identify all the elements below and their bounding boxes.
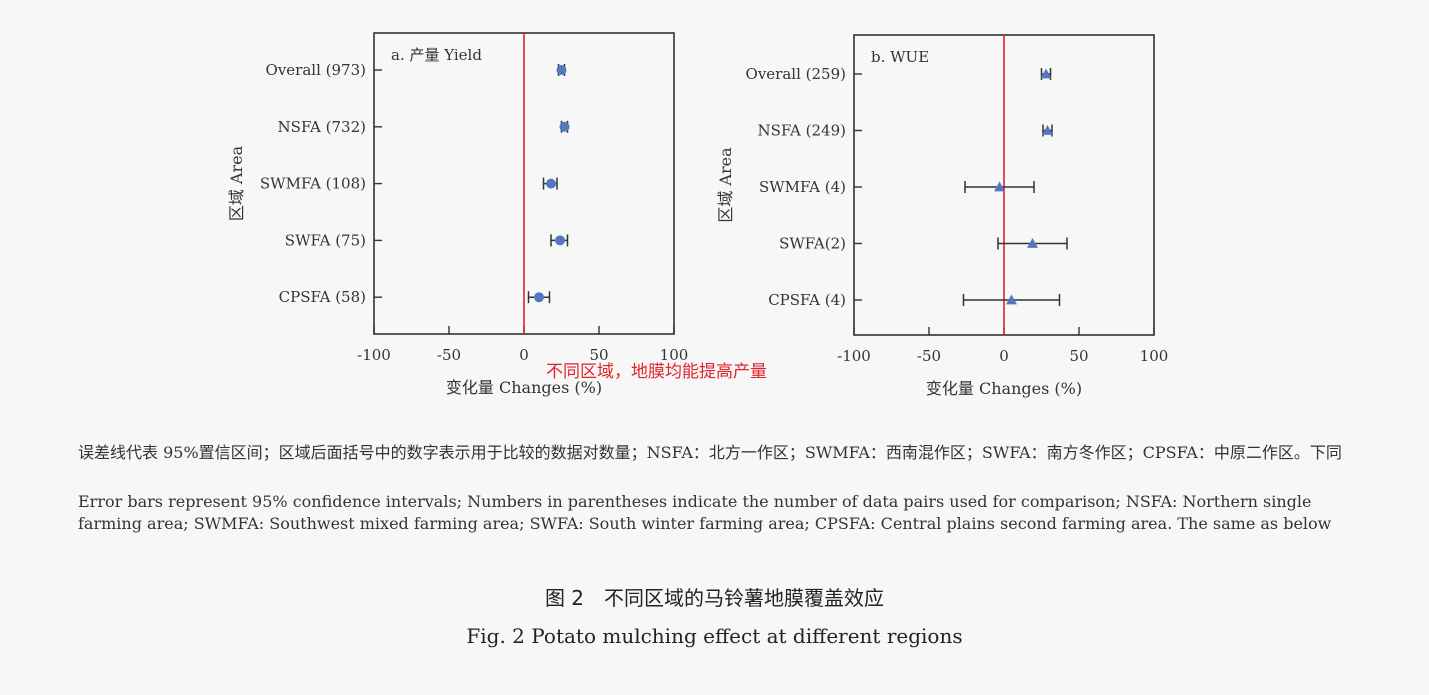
y-tick-label: CPSFA (58) — [279, 288, 366, 306]
chart-panel-wue: -100 -50 0 50 100 Overall (259) NSFA (249) SWMF… — [716, 34, 1169, 398]
figure-caption-en: Fig. 2 Potato mulching effect at differe… — [466, 624, 963, 648]
x-axis-label: 变化量 Changes (%) — [926, 379, 1082, 398]
panel-label: a. 产量 Yield — [391, 46, 482, 64]
data-point — [559, 121, 570, 132]
y-axis-label: 区域 Area — [227, 145, 246, 221]
y-tick-label: Overall (973) — [266, 61, 366, 79]
data-point — [1027, 238, 1038, 248]
figure-note-en: Error bars represent 95% confidence inte… — [78, 492, 1332, 533]
data-point — [994, 181, 1005, 192]
figure-caption-cn: 图 2 不同区域的马铃薯地膜覆盖效应 — [544, 586, 885, 610]
data-point — [555, 235, 565, 246]
y-tick-label: SWMFA (108) — [260, 175, 366, 193]
x-tick-label: 0 — [999, 347, 1009, 365]
x-tick-label: -50 — [437, 346, 461, 364]
data-point — [546, 178, 556, 189]
y-tick-label: SWMFA (4) — [759, 178, 846, 196]
x-tick-label: -100 — [357, 346, 391, 364]
data-point — [556, 65, 567, 75]
panel-label: b. WUE — [871, 48, 929, 66]
x-axis-label: 变化量 Changes (%) — [446, 378, 602, 397]
figure-note-cn: 误差线代表 95%置信区间；区域后面括号中的数字表示用于比较的数据对数量；NSF… — [78, 443, 1342, 462]
y-tick-label: SWFA (75) — [285, 231, 366, 249]
y-tick-label: Overall (259) — [746, 65, 846, 83]
figure-charts: -100 -50 0 50 100 Overall (973) NSFA (732) SWMF… — [227, 32, 1169, 398]
data-point — [1040, 68, 1052, 79]
annotation-text: 不同区域，地膜均能提高产量 — [546, 362, 767, 382]
x-tick-label: -50 — [917, 347, 941, 365]
x-tick-label: 50 — [589, 346, 608, 364]
x-tick-label: -100 — [837, 347, 871, 365]
chart-panel-yield: -100 -50 0 50 100 Overall (973) NSFA (732) SWMF… — [227, 32, 767, 397]
x-tick-label: 50 — [1069, 347, 1088, 365]
data-point — [534, 292, 544, 303]
y-tick-label: NSFA (249) — [758, 122, 846, 140]
data-point — [1042, 125, 1053, 135]
data-point — [1006, 294, 1017, 305]
y-tick-label: NSFA (732) — [278, 118, 366, 136]
x-tick-label: 0 — [519, 346, 529, 364]
y-axis-label: 区域 Area — [716, 147, 735, 223]
x-tick-label: 100 — [660, 346, 689, 364]
y-tick-label: SWFA(2) — [779, 235, 846, 253]
y-tick-label: CPSFA (4) — [768, 291, 846, 309]
x-tick-label: 100 — [1140, 347, 1169, 365]
